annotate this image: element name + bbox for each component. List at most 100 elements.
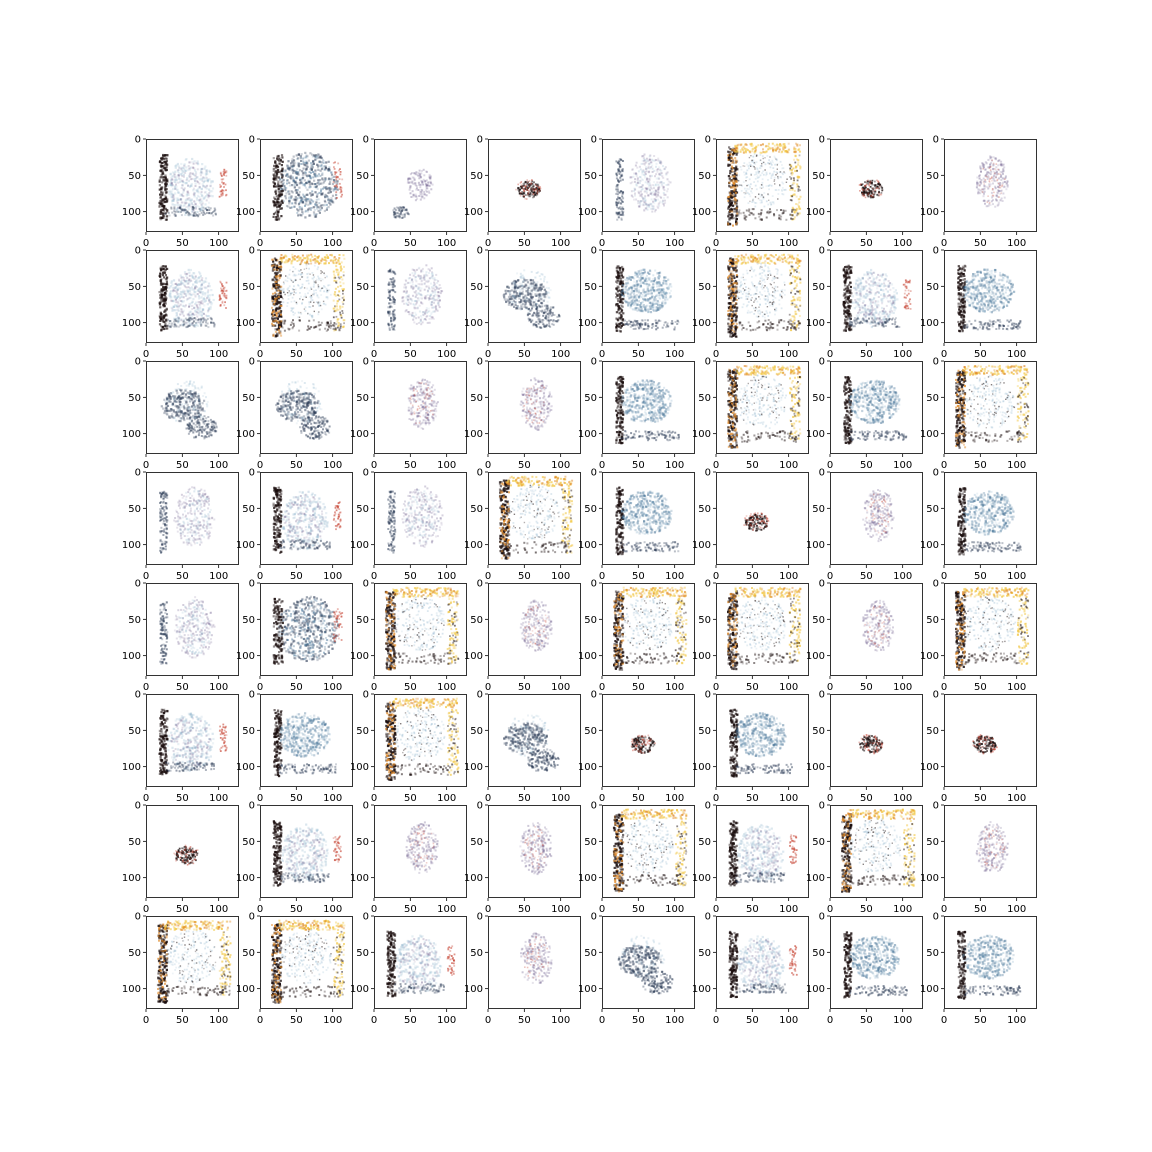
y-tick-label: 0 [933, 357, 939, 368]
panel-axes: 0 50 100 0 50 100 [578, 579, 695, 693]
x-tick-label: 0 [485, 238, 491, 249]
y-tick-label: 0 [705, 357, 711, 368]
x-tick-label: 50 [746, 349, 759, 360]
x-tick-label: 100 [209, 238, 228, 249]
x-tick-label: 0 [371, 682, 377, 693]
x-tick-label: 0 [143, 682, 149, 693]
x-tick-label: 0 [371, 1015, 377, 1026]
axes-frame [488, 805, 581, 898]
sample-panel: 0 50 100 0 50 100 [578, 688, 707, 811]
y-tick-label: 50 [812, 282, 825, 293]
y-tick-label: 50 [470, 504, 483, 515]
x-tick-label: 100 [665, 1015, 684, 1026]
generated-image: 0 50 100 0 50 100 [806, 357, 923, 471]
axes-frame [374, 361, 467, 454]
panel-axes: 0 50 100 0 50 100 [578, 801, 695, 915]
axes-frame [146, 139, 239, 232]
sample-panel: 0 50 100 0 50 100 [350, 466, 479, 589]
generated-image: 0 50 100 0 50 100 [464, 801, 581, 915]
x-tick-label: 0 [485, 904, 491, 915]
y-tick-label: 0 [249, 357, 255, 368]
x-tick-label: 100 [323, 460, 342, 471]
y-tick-label: 0 [819, 912, 825, 923]
sample-panel: 0 50 100 0 50 100 [806, 577, 935, 700]
y-tick-label: 0 [135, 135, 141, 146]
axes-frame [374, 583, 467, 676]
y-tick-label: 100 [578, 651, 597, 662]
y-tick-label: 0 [249, 912, 255, 923]
generated-image: 0 50 100 0 50 100 [122, 246, 239, 360]
y-tick-label: 50 [926, 171, 939, 182]
y-tick-label: 100 [236, 762, 255, 773]
y-tick-label: 0 [819, 801, 825, 812]
sample-panel: 0 50 100 0 50 100 [350, 577, 479, 700]
x-tick-label: 50 [860, 238, 873, 249]
panel-axes: 0 50 100 0 50 100 [806, 246, 923, 360]
y-tick-label: 50 [470, 282, 483, 293]
generated-image: 0 50 100 0 50 100 [236, 801, 353, 915]
x-tick-label: 50 [632, 460, 645, 471]
panel-axes: 0 50 100 0 50 100 [350, 135, 467, 249]
sample-panel: 0 50 100 0 50 100 [692, 910, 821, 1033]
axes-frame [488, 139, 581, 232]
axes-frame [716, 805, 809, 898]
x-tick-label: 50 [746, 460, 759, 471]
y-tick-label: 0 [819, 468, 825, 479]
y-tick-label: 0 [135, 801, 141, 812]
x-tick-label: 0 [941, 571, 947, 582]
axes-frame [260, 694, 353, 787]
axes-frame [260, 583, 353, 676]
y-tick-label: 100 [578, 540, 597, 551]
sample-panel: 0 50 100 0 50 100 [578, 355, 707, 478]
y-tick-label: 50 [812, 615, 825, 626]
sample-panel: 0 50 100 0 50 100 [236, 799, 365, 922]
axes-frame [830, 361, 923, 454]
axes-frame [602, 805, 695, 898]
x-tick-label: 0 [485, 571, 491, 582]
generated-image: 0 50 100 0 50 100 [920, 468, 1037, 582]
axes-frame [146, 472, 239, 565]
generated-image: 0 50 100 0 50 100 [350, 579, 467, 693]
x-tick-label: 0 [941, 904, 947, 915]
axes-frame [260, 361, 353, 454]
x-tick-label: 100 [437, 793, 456, 804]
y-tick-label: 100 [236, 984, 255, 995]
panel-axes: 0 50 100 0 50 100 [806, 135, 923, 249]
x-tick-label: 100 [779, 571, 798, 582]
axes-frame [602, 472, 695, 565]
panel-axes: 0 50 100 0 50 100 [236, 246, 353, 360]
y-tick-label: 100 [122, 762, 141, 773]
axes-frame [830, 583, 923, 676]
generated-image: 0 50 100 0 50 100 [920, 357, 1037, 471]
generated-image: 0 50 100 0 50 100 [578, 579, 695, 693]
generated-image: 0 50 100 0 50 100 [236, 468, 353, 582]
x-tick-label: 50 [974, 349, 987, 360]
y-tick-label: 100 [350, 429, 369, 440]
y-tick-label: 0 [933, 468, 939, 479]
panel-axes: 0 50 100 0 50 100 [578, 912, 695, 1026]
y-tick-label: 50 [470, 726, 483, 737]
sample-panel: 0 50 100 0 50 100 [920, 577, 1049, 700]
y-tick-label: 0 [591, 468, 597, 479]
x-tick-label: 0 [485, 793, 491, 804]
x-tick-label: 0 [371, 349, 377, 360]
panel-axes: 0 50 100 0 50 100 [920, 912, 1037, 1026]
generated-image: 0 50 100 0 50 100 [464, 357, 581, 471]
panel-axes: 0 50 100 0 50 100 [464, 246, 581, 360]
x-tick-label: 0 [713, 904, 719, 915]
x-tick-label: 100 [209, 349, 228, 360]
x-tick-label: 50 [746, 238, 759, 249]
y-tick-label: 50 [926, 948, 939, 959]
x-tick-label: 50 [290, 682, 303, 693]
panel-axes: 0 50 100 0 50 100 [692, 690, 809, 804]
x-tick-label: 50 [632, 793, 645, 804]
y-tick-label: 0 [135, 912, 141, 923]
panel-axes: 0 50 100 0 50 100 [236, 801, 353, 915]
panel-axes: 0 50 100 0 50 100 [692, 579, 809, 693]
x-tick-label: 50 [632, 682, 645, 693]
x-tick-label: 50 [974, 460, 987, 471]
y-tick-label: 0 [363, 912, 369, 923]
x-tick-label: 50 [290, 904, 303, 915]
y-tick-label: 100 [464, 318, 483, 329]
